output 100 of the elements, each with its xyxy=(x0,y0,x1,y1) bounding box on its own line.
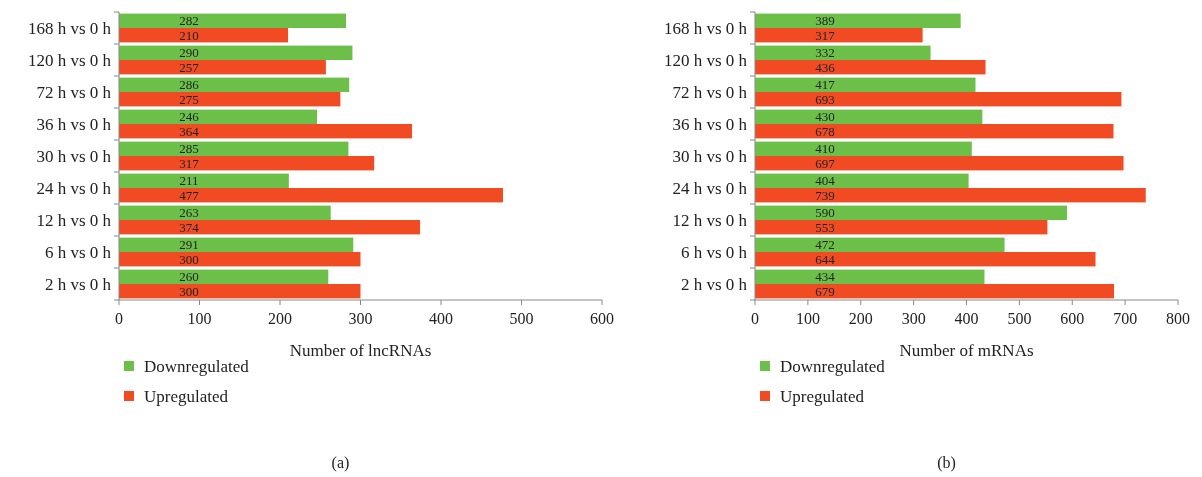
text: (b) xyxy=(937,454,956,472)
legend-label: Downregulated xyxy=(780,356,886,376)
data-label: 410 xyxy=(815,141,835,157)
bar xyxy=(755,220,1048,235)
bar xyxy=(119,28,289,43)
data-label: 644 xyxy=(815,251,836,267)
data-label: 282 xyxy=(179,13,199,29)
bar xyxy=(755,92,1122,107)
x-tick-label: 100 xyxy=(795,310,820,327)
y-tick-label: 72 h vs 0 h xyxy=(36,82,112,102)
data-label: 404 xyxy=(815,173,836,189)
bar xyxy=(119,188,503,203)
x-axis-title: Number of mRNAs xyxy=(899,341,1034,360)
bar xyxy=(755,205,1067,220)
y-tick-label: 120 h vs 0 h xyxy=(27,50,112,70)
bar xyxy=(119,92,341,107)
bar xyxy=(755,13,961,28)
data-label: 590 xyxy=(815,205,835,221)
data-label: 300 xyxy=(179,283,199,299)
bar xyxy=(755,60,986,75)
data-label: 417 xyxy=(815,77,836,93)
data-label: 263 xyxy=(179,205,199,221)
bar xyxy=(119,205,331,220)
x-tick-label: 200 xyxy=(268,310,292,327)
x-tick-label: 500 xyxy=(1007,310,1032,327)
data-label: 332 xyxy=(815,45,835,61)
bar xyxy=(119,109,318,124)
data-label: 210 xyxy=(179,27,199,43)
data-label: 300 xyxy=(179,251,199,267)
data-label: 739 xyxy=(815,187,835,203)
bar xyxy=(119,284,361,299)
bar xyxy=(755,141,972,156)
y-tick-label: 24 h vs 0 h xyxy=(36,178,112,198)
data-label: 434 xyxy=(815,269,836,285)
x-tick-label: 300 xyxy=(348,310,373,327)
x-tick-label: 300 xyxy=(901,310,926,327)
bar xyxy=(755,269,985,284)
y-tick-label: 6 h vs 0 h xyxy=(680,242,748,262)
y-tick-label: 168 h vs 0 h xyxy=(663,18,748,38)
y-tick-label: 2 h vs 0 h xyxy=(44,274,112,294)
data-label: 436 xyxy=(815,59,836,75)
y-tick-label: 30 h vs 0 h xyxy=(36,146,112,166)
bar xyxy=(755,173,969,188)
x-tick-label: 400 xyxy=(954,310,979,327)
legend-label: Downregulated xyxy=(144,356,250,376)
data-label: 260 xyxy=(179,269,199,285)
bar xyxy=(119,252,361,267)
data-label: 472 xyxy=(815,237,835,253)
data-label: 285 xyxy=(179,141,199,157)
data-label: 364 xyxy=(179,123,200,139)
y-tick-label: 12 h vs 0 h xyxy=(672,210,748,230)
bar xyxy=(755,109,983,124)
legend-label: Upregulated xyxy=(144,386,229,406)
y-tick-label: 72 h vs 0 h xyxy=(672,82,748,102)
data-label: 477 xyxy=(179,187,200,203)
data-label: 275 xyxy=(179,91,199,107)
bar xyxy=(119,60,326,75)
bar xyxy=(755,252,1096,267)
x-tick-label: 600 xyxy=(1060,310,1085,327)
y-tick-label: 6 h vs 0 h xyxy=(44,242,112,262)
data-label: 679 xyxy=(815,283,835,299)
bar xyxy=(755,188,1146,203)
data-label: 693 xyxy=(815,91,835,107)
bar xyxy=(119,156,375,171)
x-axis-title: Number of lncRNAs xyxy=(289,341,432,360)
y-tick-label: 168 h vs 0 h xyxy=(27,18,112,38)
bar xyxy=(119,220,421,235)
bar xyxy=(755,124,1114,139)
x-tick-label: 700 xyxy=(1113,310,1138,327)
bar xyxy=(755,156,1124,171)
text: (a) xyxy=(331,454,350,472)
x-tick-label: 400 xyxy=(429,310,453,327)
data-label: 374 xyxy=(179,219,200,235)
bar xyxy=(119,141,349,156)
legend-label: Upregulated xyxy=(780,386,865,406)
data-label: 430 xyxy=(815,109,835,125)
data-label: 697 xyxy=(815,155,836,171)
data-label: 286 xyxy=(179,77,200,93)
data-label: 246 xyxy=(179,109,200,125)
data-label: 211 xyxy=(179,173,199,189)
bar xyxy=(119,45,353,60)
bar xyxy=(119,237,354,252)
bar xyxy=(755,45,931,60)
bar xyxy=(119,173,289,188)
data-label: 317 xyxy=(815,27,836,43)
bar xyxy=(755,237,1005,252)
y-tick-label: 120 h vs 0 h xyxy=(663,50,748,70)
data-label: 553 xyxy=(815,219,835,235)
x-tick-label: 0 xyxy=(751,310,759,327)
y-tick-label: 2 h vs 0 h xyxy=(680,274,748,294)
bar xyxy=(755,28,923,43)
bar xyxy=(119,77,350,92)
data-label: 389 xyxy=(815,13,835,29)
data-label: 678 xyxy=(815,123,835,139)
bar xyxy=(119,124,413,139)
x-tick-label: 0 xyxy=(115,310,123,327)
x-tick-label: 600 xyxy=(590,310,614,327)
data-label: 257 xyxy=(179,59,200,75)
data-label: 317 xyxy=(179,155,200,171)
bar xyxy=(119,269,329,284)
